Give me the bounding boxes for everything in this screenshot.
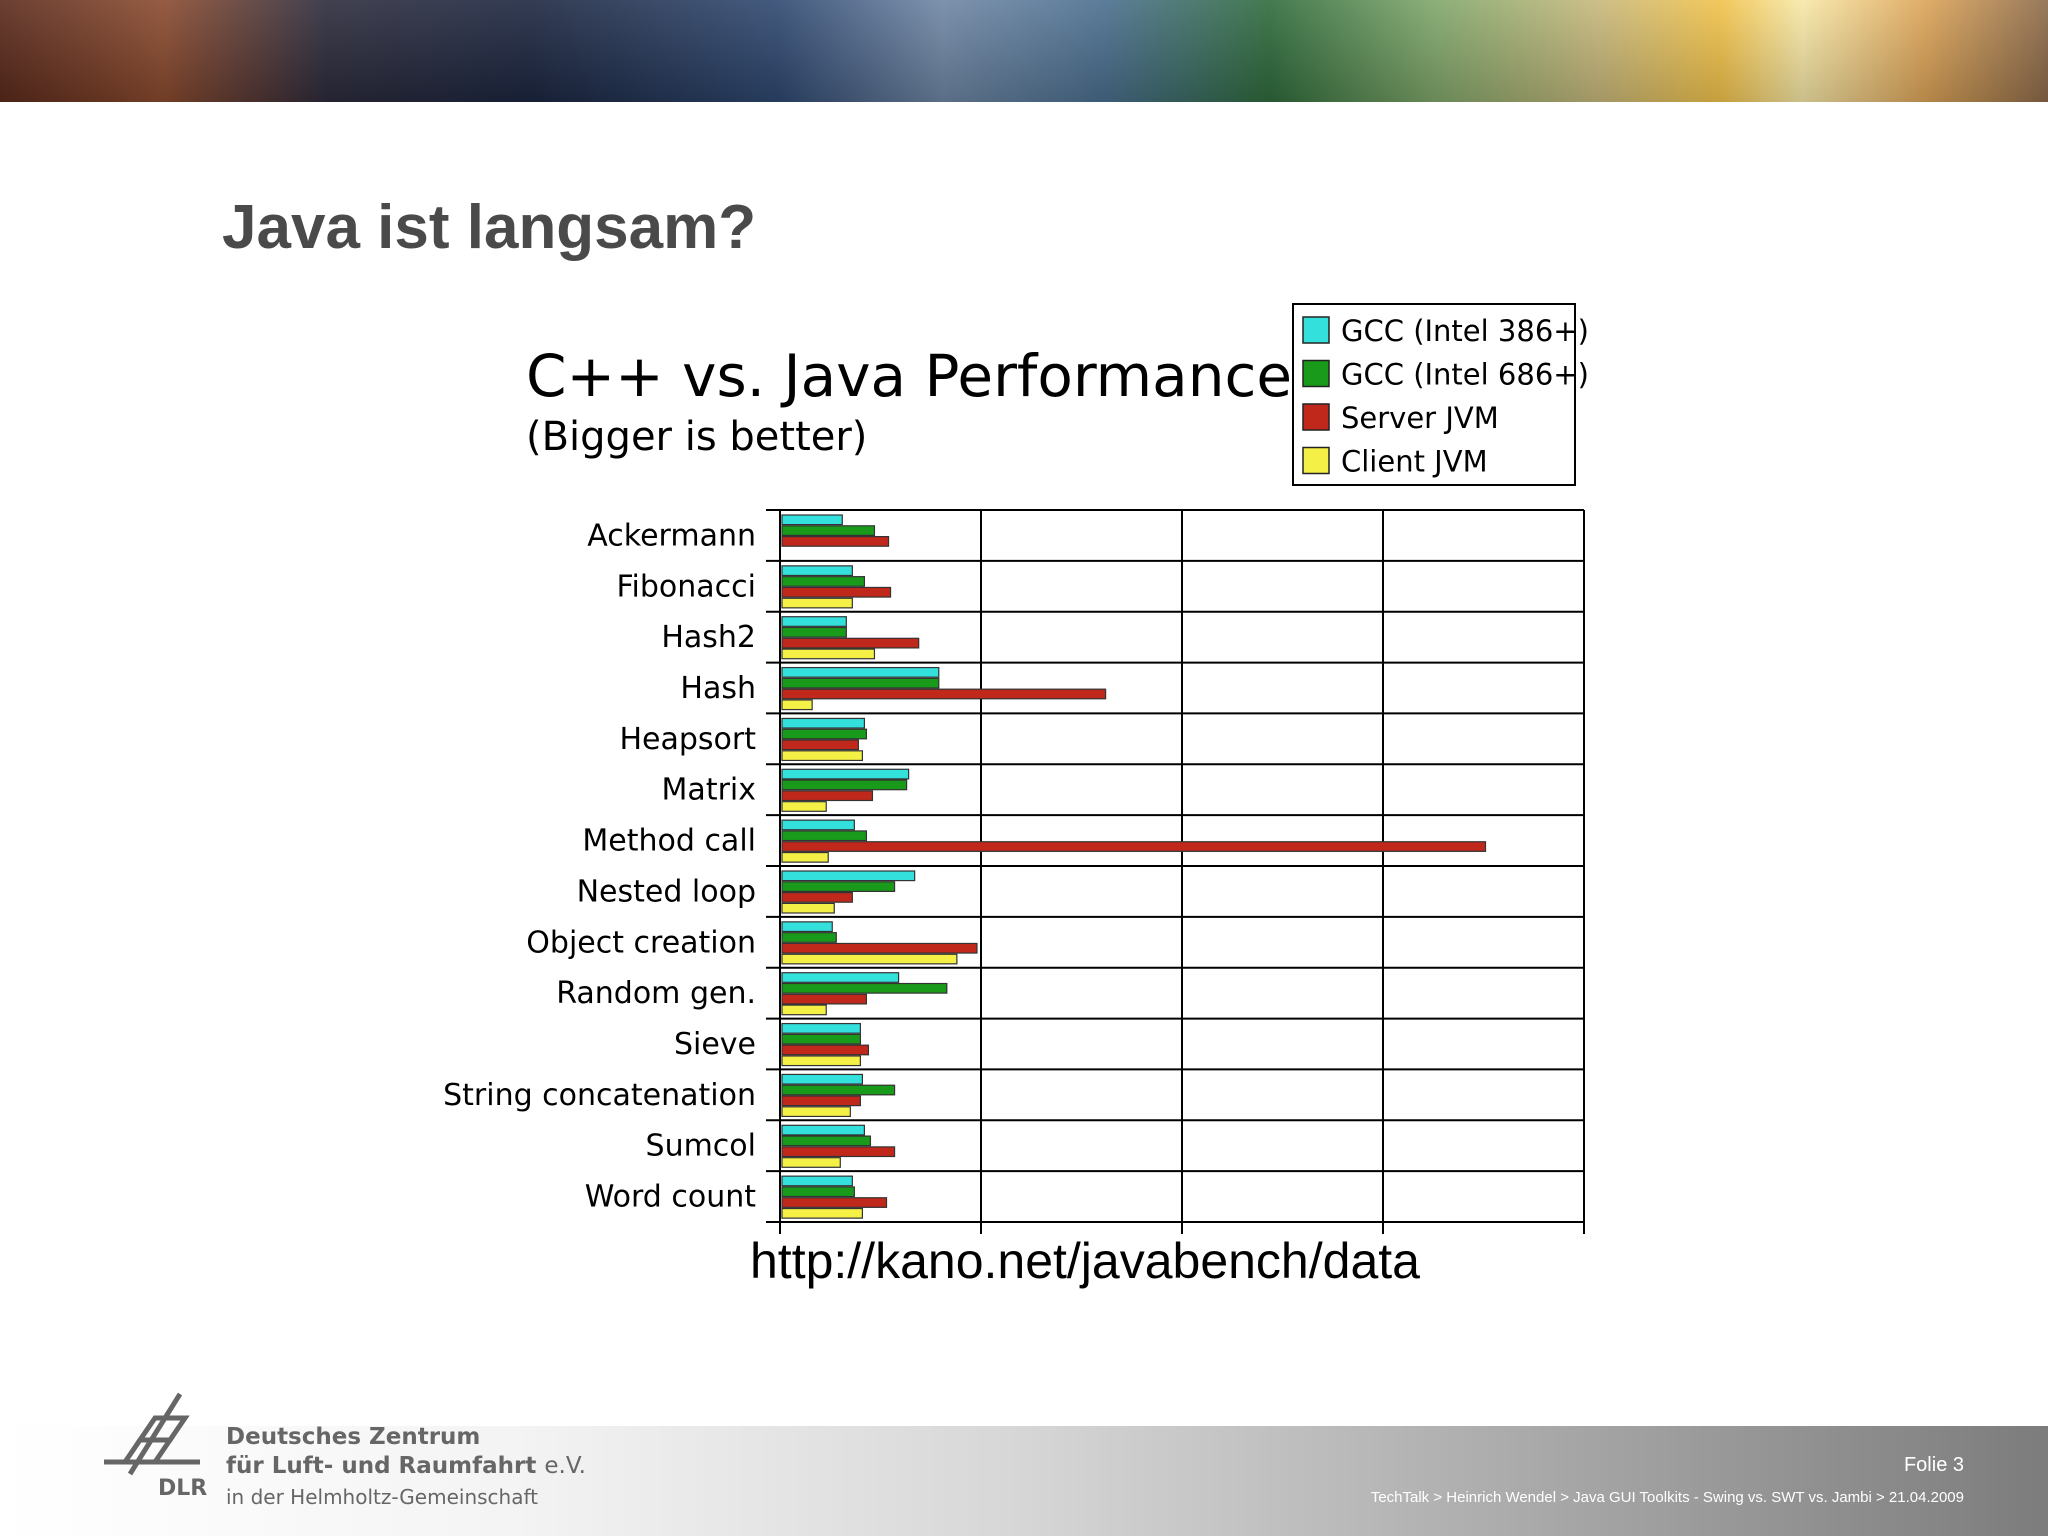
bar [781,1022,861,1034]
bar [781,819,855,831]
bar [781,1146,896,1158]
bar [781,1055,861,1067]
bar [781,830,868,842]
slide-number: Folie 3 [1903,1454,1964,1476]
bar [781,616,847,627]
bar [781,597,853,609]
bar [781,841,1487,852]
bar [781,993,868,1005]
bar [781,790,874,802]
bar [781,902,835,914]
source-url: http://kano.net/javabench/data [750,1233,1420,1289]
bar [781,1084,896,1096]
bar [781,525,876,536]
bar [781,626,847,638]
bar [781,1124,866,1136]
footer-breadcrumb: TechTalk > Heinrich Wendel > Java GUI To… [1370,1489,1964,1506]
footer-bar [0,1426,2048,1536]
bar [781,1004,827,1016]
bar [781,565,853,577]
category-label: Hash [680,671,756,706]
category-label: Ackermann [587,518,756,553]
performance-chart: C++ vs. Java Performance (Bigger is bett… [443,303,1589,1234]
bar [781,921,833,933]
bar [781,851,829,863]
org-name-line2: für Luft- und Raumfahrt e.V. [226,1453,586,1479]
legend-label: Client JVM [1341,445,1488,479]
bar [781,688,1107,700]
dlr-logo: DLR [104,1392,207,1501]
legend-swatch [1302,359,1330,388]
category-label: Fibonacci [616,569,756,604]
bar [781,739,859,751]
bar [781,677,940,689]
bar [781,648,876,660]
chart-legend: GCC (Intel 386+) GCC (Intel 686+) Server J… [1292,303,1589,486]
bar [781,870,916,882]
bar [781,535,890,547]
bar [781,514,843,526]
category-label: Random gen. [556,976,756,1011]
org-name-line1: Deutsches Zentrum [226,1424,481,1450]
org-name-line2-text: für Luft- und Raumfahrt [226,1453,537,1479]
bar [781,1207,864,1219]
category-label: Sumcol [646,1129,756,1164]
category-label: String concatenation [443,1078,756,1113]
bar [781,1073,864,1085]
bar [781,728,868,740]
bar [781,1157,841,1168]
category-label: Nested loop [577,874,756,909]
bar [781,1175,853,1187]
bar [781,637,920,649]
bar [781,982,948,994]
bar [781,1033,861,1045]
bar [781,586,892,598]
category-label: Method call [582,824,756,859]
bar [781,768,910,780]
bar [781,750,864,762]
category-label: Object creation [526,925,756,960]
bar [781,1186,855,1198]
category-label: Word count [585,1180,757,1215]
legend-label: GCC (Intel 686+) [1341,358,1589,392]
bar [781,576,866,587]
legend-label: GCC (Intel 386+) [1341,314,1589,348]
bar [781,932,837,943]
chart-subtitle: (Bigger is better) [526,414,867,460]
category-label: Hash2 [661,620,756,655]
legend-box [1292,303,1576,486]
legend-label: Server JVM [1341,401,1499,435]
legend-swatch [1302,316,1330,344]
bar [781,779,908,791]
bar [781,942,978,954]
bar [781,972,900,983]
bar [781,666,940,678]
slide-title: Java ist langsam? [222,193,757,262]
legend-swatch [1302,446,1330,475]
bar [781,699,813,711]
category-label: Heapsort [619,722,756,757]
chart-title: C++ vs. Java Performance [526,342,1292,410]
logo-text: DLR [158,1476,207,1501]
header-banner [0,0,2048,102]
bar [781,1106,851,1118]
bar [781,881,896,892]
org-affiliation: in der Helmholtz-Gemeinschaft [226,1485,539,1509]
bar [781,1044,870,1056]
bar [781,1135,872,1147]
bar [781,801,827,812]
legend-swatch [1302,403,1330,431]
bar [781,1197,888,1208]
chart-bars [781,514,1487,1219]
bar [781,891,853,903]
bar [781,717,866,729]
bar [781,1095,861,1107]
category-label: Matrix [662,773,756,808]
chart-grid [766,509,1585,1234]
bar [781,953,958,965]
category-label: Sieve [674,1027,756,1062]
org-name-suffix: e.V. [544,1453,586,1479]
category-labels: Ackermann Fibonacci Hash2 Hash Heapsort Matri… [443,518,756,1214]
